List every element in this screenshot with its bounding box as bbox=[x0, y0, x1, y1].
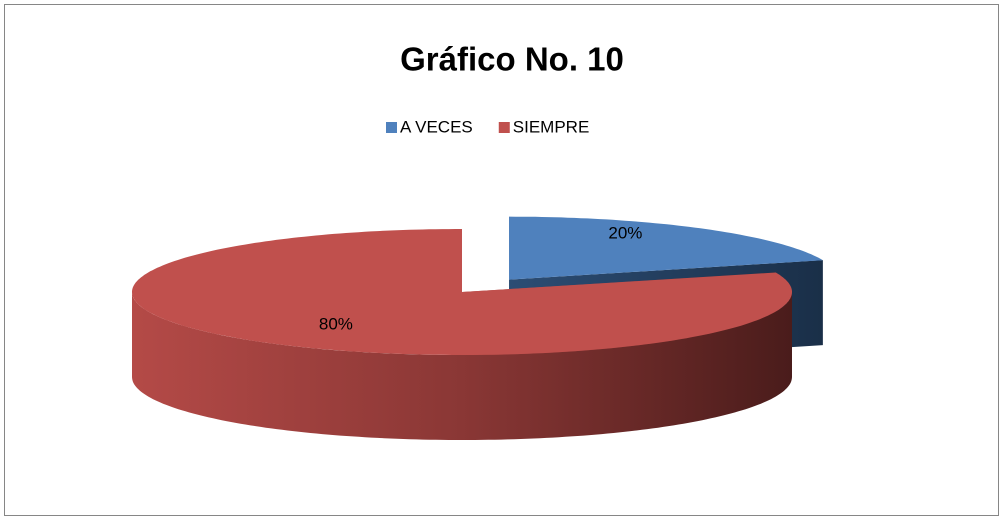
data-label: 80% bbox=[319, 315, 353, 334]
legend-label: SIEMPRE bbox=[513, 117, 590, 136]
chart-title: Gráfico No. 10 bbox=[400, 41, 624, 78]
slice bbox=[132, 229, 792, 355]
data-label: 20% bbox=[608, 224, 642, 243]
legend-swatch bbox=[498, 122, 510, 133]
slice bbox=[509, 216, 823, 280]
slice-side bbox=[132, 292, 792, 440]
legend-label: A VECES bbox=[400, 117, 473, 136]
legend-swatch bbox=[386, 122, 397, 133]
